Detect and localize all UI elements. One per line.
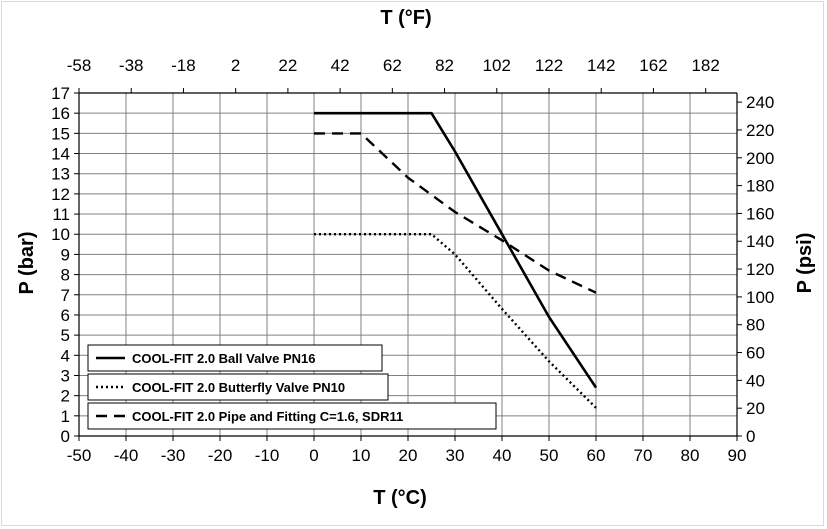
y-tick-label: 16	[51, 104, 70, 123]
y2-axis-title: P (psi)	[794, 233, 816, 294]
x2-tick-label: 162	[639, 56, 667, 75]
y2-tick-label: 200	[746, 149, 774, 168]
y2-tick-label: 180	[746, 177, 774, 196]
x2-tick-label: -18	[171, 56, 196, 75]
legend-label-3: COOL-FIT 2.0 Pipe and Fitting C=1.6, SDR…	[132, 409, 403, 424]
x-axis-title: T (°C)	[373, 487, 427, 509]
y-tick-label: 11	[52, 205, 70, 224]
x-tick-label: 40	[493, 446, 512, 465]
x-tick-label: 90	[728, 446, 747, 465]
x2-tick-label: 182	[691, 56, 719, 75]
y2-tick-label: 240	[746, 93, 774, 112]
x2-tick-label: 22	[278, 56, 297, 75]
x2-axis-title: T (°F)	[380, 7, 431, 29]
legend-box-2	[87, 373, 389, 401]
y2-tick-label: 80	[746, 316, 765, 335]
y2-tick-label: 20	[746, 399, 765, 418]
y2-tick-label: 140	[746, 232, 774, 251]
x2-tick-label: 142	[587, 56, 615, 75]
y2-tick-label: 60	[746, 344, 765, 363]
y-tick-label: 13	[51, 165, 70, 184]
x2-tick-label: 102	[483, 56, 511, 75]
legend-box-3	[87, 402, 497, 430]
x2-tick-label: -38	[119, 56, 144, 75]
y-tick-label: 1	[61, 407, 70, 426]
y-tick-label: 5	[61, 326, 70, 345]
x-tick-label: 70	[634, 446, 653, 465]
x-tick-label: 80	[681, 446, 700, 465]
y-tick-label: 6	[61, 306, 70, 325]
legend-label-1: COOL-FIT 2.0 Ball Valve PN16	[132, 351, 316, 366]
series-line-3	[314, 132, 597, 294]
y-tick-label: 12	[51, 185, 70, 204]
x-tick-label: 60	[587, 446, 606, 465]
x-tick-label: 20	[399, 446, 418, 465]
x-tick-label: 0	[309, 446, 318, 465]
legend-label-2: COOL-FIT 2.0 Butterfly Valve PN10	[132, 380, 345, 395]
y-tick-label: 9	[61, 245, 70, 264]
y-tick-label: 2	[61, 387, 70, 406]
y-tick-label: 7	[61, 286, 70, 305]
x-tick-label: -20	[208, 446, 233, 465]
y-tick-label: 0	[61, 427, 70, 446]
series-line-1	[314, 111, 598, 389]
y-tick-label: 3	[61, 366, 70, 385]
legend-box-1	[87, 344, 383, 372]
x-tick-label: 50	[540, 446, 559, 465]
x-tick-label: -30	[161, 446, 186, 465]
x2-tick-label: 42	[331, 56, 350, 75]
x2-tick-label: 82	[435, 56, 454, 75]
y2-tick-label: 160	[746, 204, 774, 223]
y2-tick-label: 220	[746, 121, 774, 140]
x-tick-label: 30	[446, 446, 465, 465]
y-tick-label: 17	[51, 84, 70, 103]
x-tick-label: -10	[255, 446, 280, 465]
x-tick-label: -40	[114, 446, 139, 465]
y2-tick-label: 40	[746, 371, 765, 390]
y-tick-label: 10	[51, 225, 70, 244]
x2-tick-label: 62	[383, 56, 402, 75]
x2-tick-label: 122	[535, 56, 563, 75]
y2-tick-label: 100	[746, 288, 774, 307]
x2-tick-label: 2	[231, 56, 240, 75]
x-tick-label: 10	[352, 446, 371, 465]
series-line-2	[314, 232, 597, 409]
y-tick-label: 15	[51, 124, 70, 143]
y2-tick-label: 120	[746, 260, 774, 279]
y2-tick-label: 0	[746, 427, 755, 446]
x2-tick-label: -58	[67, 56, 92, 75]
y-axis-title: P (bar)	[16, 232, 38, 295]
x-tick-label: -50	[67, 446, 92, 465]
y-tick-label: 14	[51, 145, 70, 164]
y-tick-label: 8	[61, 266, 70, 285]
y-tick-label: 4	[61, 346, 70, 365]
